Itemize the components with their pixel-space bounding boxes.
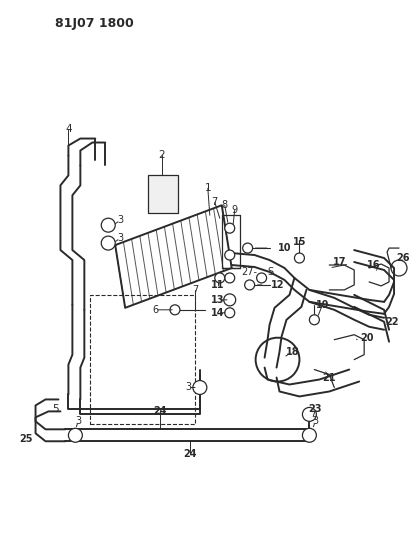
Circle shape — [302, 407, 316, 422]
Circle shape — [68, 429, 82, 442]
Text: 17: 17 — [332, 257, 346, 267]
Text: 9: 9 — [232, 205, 238, 215]
Text: 22: 22 — [385, 317, 399, 327]
Circle shape — [224, 294, 236, 306]
Text: 24: 24 — [153, 406, 167, 416]
Text: 4: 4 — [65, 124, 72, 134]
Text: 14: 14 — [211, 308, 224, 318]
Circle shape — [294, 253, 305, 263]
Text: 18: 18 — [286, 346, 299, 357]
Circle shape — [302, 429, 316, 442]
Text: 1: 1 — [205, 183, 211, 193]
Text: 23: 23 — [309, 405, 322, 414]
Bar — [90, 295, 195, 424]
Text: 3: 3 — [75, 416, 81, 426]
Circle shape — [225, 223, 235, 233]
Text: 6: 6 — [152, 305, 158, 315]
Circle shape — [242, 243, 253, 253]
Circle shape — [309, 315, 319, 325]
Text: 15: 15 — [293, 237, 306, 247]
Text: 3: 3 — [117, 233, 123, 243]
Text: 20: 20 — [360, 333, 374, 343]
Text: 81J07 1800: 81J07 1800 — [55, 17, 134, 29]
Text: 13: 13 — [211, 295, 224, 305]
Circle shape — [215, 273, 225, 283]
Text: 11: 11 — [211, 280, 224, 290]
Circle shape — [170, 305, 180, 315]
Circle shape — [193, 381, 207, 394]
Text: 8: 8 — [222, 200, 228, 210]
Text: 12: 12 — [271, 280, 284, 290]
Text: 2: 2 — [159, 150, 165, 160]
Text: 24: 24 — [183, 449, 196, 459]
Text: 7: 7 — [212, 197, 218, 207]
Text: 10: 10 — [278, 243, 291, 253]
Text: 3: 3 — [185, 383, 191, 392]
Text: 19: 19 — [316, 300, 329, 310]
Text: 7: 7 — [192, 285, 198, 295]
Circle shape — [225, 273, 235, 283]
Text: 5: 5 — [52, 405, 59, 414]
Bar — [148, 175, 178, 213]
Circle shape — [225, 250, 235, 260]
Circle shape — [225, 308, 235, 318]
Text: 21: 21 — [323, 373, 336, 383]
Circle shape — [256, 273, 267, 283]
Text: 3: 3 — [312, 416, 319, 426]
Text: 3: 3 — [117, 215, 123, 225]
Text: S: S — [268, 267, 274, 277]
Text: 25: 25 — [19, 434, 32, 445]
Text: 27-: 27- — [242, 267, 258, 277]
Text: 16: 16 — [367, 260, 381, 270]
Circle shape — [101, 218, 115, 232]
Circle shape — [245, 280, 255, 290]
Text: 26: 26 — [396, 253, 410, 263]
Circle shape — [101, 236, 115, 250]
